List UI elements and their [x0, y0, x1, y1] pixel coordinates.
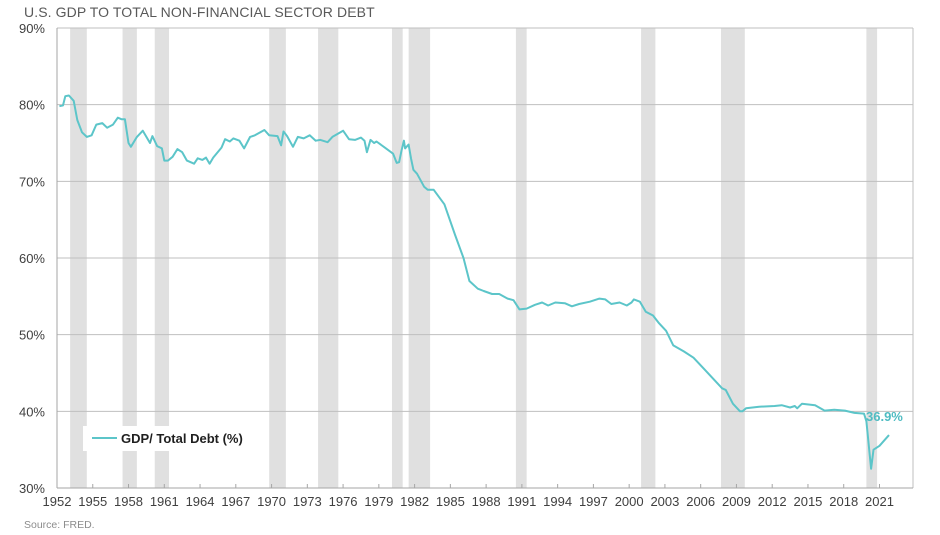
x-tick-label: 2009 [722, 494, 751, 509]
x-tick-label: 1997 [579, 494, 608, 509]
x-tick-label: 1991 [507, 494, 536, 509]
x-tick-label: 1967 [221, 494, 250, 509]
x-tick-label: 1985 [436, 494, 465, 509]
x-tick-label: 1979 [364, 494, 393, 509]
x-tick-label: 2012 [758, 494, 787, 509]
x-tick-label: 1958 [114, 494, 143, 509]
x-tick-label: 1964 [186, 494, 215, 509]
x-tick-label: 1961 [150, 494, 179, 509]
y-tick-label: 80% [19, 98, 45, 113]
chart-title: U.S. GDP TO TOTAL NON-FINANCIAL SECTOR D… [24, 4, 375, 20]
y-tick-label: 40% [19, 404, 45, 419]
x-tick-label: 2015 [793, 494, 822, 509]
legend: GDP/ Total Debt (%) [83, 426, 268, 451]
y-tick-label: 60% [19, 251, 45, 266]
series-line-gdp-to-debt [59, 94, 890, 470]
end-value-annotation: 36.9% [866, 409, 903, 424]
x-tick-label: 2006 [686, 494, 715, 509]
y-tick-label: 50% [19, 328, 45, 343]
x-tick-label: 2021 [865, 494, 894, 509]
x-tick-label: 1982 [400, 494, 429, 509]
x-tick-label: 1994 [543, 494, 572, 509]
y-tick-label: 70% [19, 174, 45, 189]
x-tick-label: 2003 [650, 494, 679, 509]
x-tick-label: 1952 [43, 494, 72, 509]
axes: 1952 1955 1958 1961 1964 1967 1970 1973 1976 1979… [43, 28, 914, 509]
source-note: Source: FRED. [24, 519, 95, 531]
y-tick-label: 30% [19, 481, 45, 496]
x-tick-label: 1955 [78, 494, 107, 509]
legend-label: GDP/ Total Debt (%) [121, 431, 243, 446]
y-tick-label: 90% [19, 21, 45, 36]
x-tick-label: 2018 [829, 494, 858, 509]
x-tick-label: 1970 [257, 494, 286, 509]
x-tick-label: 1976 [329, 494, 358, 509]
gridlines: 30% 40% 50% 60% 70% 80% 90% [19, 21, 913, 496]
x-tick-label: 2000 [615, 494, 644, 509]
x-tick-label: 1973 [293, 494, 322, 509]
x-tick-label: 1988 [472, 494, 501, 509]
